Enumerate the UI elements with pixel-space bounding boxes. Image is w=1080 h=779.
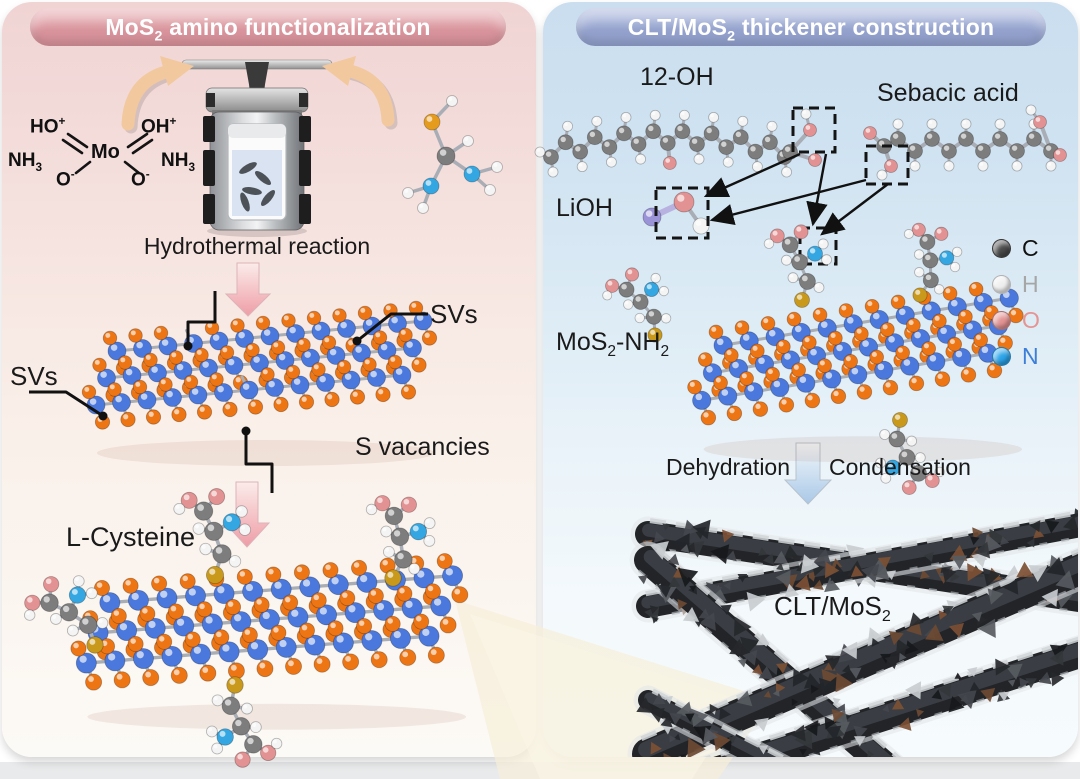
autoclave-reactor — [181, 59, 333, 237]
molybdate-formula-bonds — [61, 132, 154, 175]
cysteine-top — [173, 488, 252, 585]
legend-row-oxygen: O — [992, 302, 1040, 338]
formula-oh-plus: OH+ — [141, 115, 177, 138]
formula-o-minus-right: O- — [131, 168, 150, 191]
mos2-sheet-cysteine — [70, 553, 469, 730]
dehydration-label: Dehydration — [666, 454, 791, 480]
formula-ho-plus: HO+ — [30, 115, 66, 138]
right-panel-title: CLT/MoS2 thickener construction — [576, 8, 1046, 46]
l-cysteine-label: L-Cysteine — [66, 522, 196, 552]
clt-mos2-label: CLT/MoS2 — [774, 591, 891, 626]
legend-symbol: C — [1022, 234, 1039, 261]
legend-symbol: O — [1022, 306, 1040, 333]
legend-row-hydrogen: H — [992, 266, 1040, 302]
curved-feed-arrows — [121, 56, 398, 134]
s-vacancies-label: S vacancies — [355, 433, 490, 461]
12-oh-molecule — [534, 108, 822, 178]
svs-left-label: SVs — [10, 361, 58, 391]
process-arrows — [223, 262, 833, 548]
vacancy-connectors — [29, 291, 428, 493]
right-title-sub: 2 — [727, 28, 736, 45]
formula-mo: Mo — [91, 141, 120, 163]
left-title-text2: amino functionalization — [162, 14, 431, 40]
mos2-nh2-sheet — [687, 277, 1024, 463]
legend-symbol: H — [1022, 270, 1039, 297]
right-title-text2: thickener construction — [735, 14, 995, 40]
sebacic-acid-label: Sebacic acid — [877, 79, 1019, 107]
hydrothermal-reaction-label: Hydrothermal reaction — [143, 233, 371, 259]
formula-nh3-left: NH3 — [8, 150, 42, 174]
nitrogen-ball-icon — [992, 346, 1011, 366]
cysteine-right — [365, 495, 436, 587]
oxygen-ball-icon — [992, 310, 1011, 330]
legend-row-carbon: C — [992, 230, 1040, 266]
cysteine-nh2-right — [903, 222, 963, 303]
lioh-label: LiOH — [556, 194, 613, 222]
legend-symbol: N — [1022, 342, 1039, 369]
condensation-label: Condensation — [829, 454, 971, 480]
cysteine-nh2-top — [763, 224, 832, 308]
lioh-molecule — [642, 191, 710, 235]
cysteine-bottom — [206, 676, 283, 768]
cysteine-left — [24, 575, 109, 654]
thiourea-molecule — [402, 95, 503, 214]
sebacic-acid-molecule — [863, 104, 1067, 181]
mos2-nh2-label: MoS2-NH2 — [556, 328, 670, 360]
carbon-ball-icon — [992, 238, 1011, 258]
left-title-text: MoS — [105, 14, 155, 40]
hydrogen-ball-icon — [992, 274, 1011, 294]
left-panel-title: MoS2 amino functionalization — [30, 8, 506, 46]
left-title-sub: 2 — [154, 28, 163, 45]
right-title-text: CLT/MoS — [627, 14, 728, 40]
atom-legend: C H O N — [992, 230, 1040, 374]
clt-fiber-network — [627, 507, 1078, 757]
legend-row-nitrogen: N — [992, 338, 1040, 374]
reaction-arrows — [703, 152, 889, 236]
formula-o-minus-left: O- — [56, 168, 75, 191]
cysteine-nh2-bottom — [875, 412, 945, 495]
svs-right-label: SVs — [430, 299, 478, 329]
formula-nh3-right: NH3 — [161, 150, 195, 174]
12-oh-label: 12-OH — [640, 63, 714, 91]
cysteine-nh2-left — [602, 267, 672, 343]
